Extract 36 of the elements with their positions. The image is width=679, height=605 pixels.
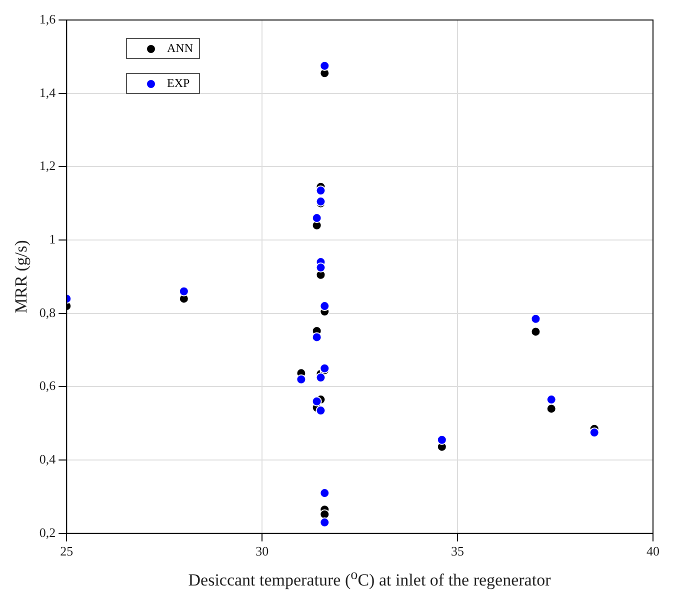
point xyxy=(530,314,541,324)
y-tick-label: 0,6 xyxy=(39,378,56,394)
point xyxy=(320,488,330,498)
point xyxy=(589,428,600,438)
point xyxy=(546,394,556,405)
point xyxy=(312,396,322,406)
legend-label: EXP xyxy=(167,76,190,91)
y-axis-title: MRR (g/s) xyxy=(12,240,31,314)
point xyxy=(530,326,541,337)
point xyxy=(436,434,447,445)
x-tick-label: 40 xyxy=(646,544,660,559)
y-tick-label: 1,6 xyxy=(39,11,56,26)
point xyxy=(316,186,326,196)
y-tick-label: 0,8 xyxy=(39,304,56,320)
y-tick-label: 1 xyxy=(49,231,56,246)
point xyxy=(312,332,322,342)
y-tick-label: 0,2 xyxy=(39,524,56,540)
legend-label: ANN xyxy=(167,41,193,56)
y-tick-label: 1,4 xyxy=(39,84,56,100)
point xyxy=(320,60,330,71)
point xyxy=(178,286,189,296)
y-tick-label: 0,4 xyxy=(39,451,56,466)
y-tick-label: 1,2 xyxy=(39,158,56,174)
x-tick-label: 30 xyxy=(256,544,269,559)
point xyxy=(320,301,330,312)
point xyxy=(316,372,326,383)
x-tick-label: 25 xyxy=(60,544,74,559)
point xyxy=(320,509,330,520)
point xyxy=(316,406,326,416)
x-tick-label: 35 xyxy=(451,544,464,559)
point xyxy=(546,404,556,414)
point xyxy=(316,262,326,273)
point xyxy=(320,517,330,528)
x-axis-title: Desiccant temperature ($^{o}$C) at inlet of the regenerator xyxy=(187,567,552,591)
point xyxy=(296,374,306,384)
point xyxy=(312,213,322,224)
